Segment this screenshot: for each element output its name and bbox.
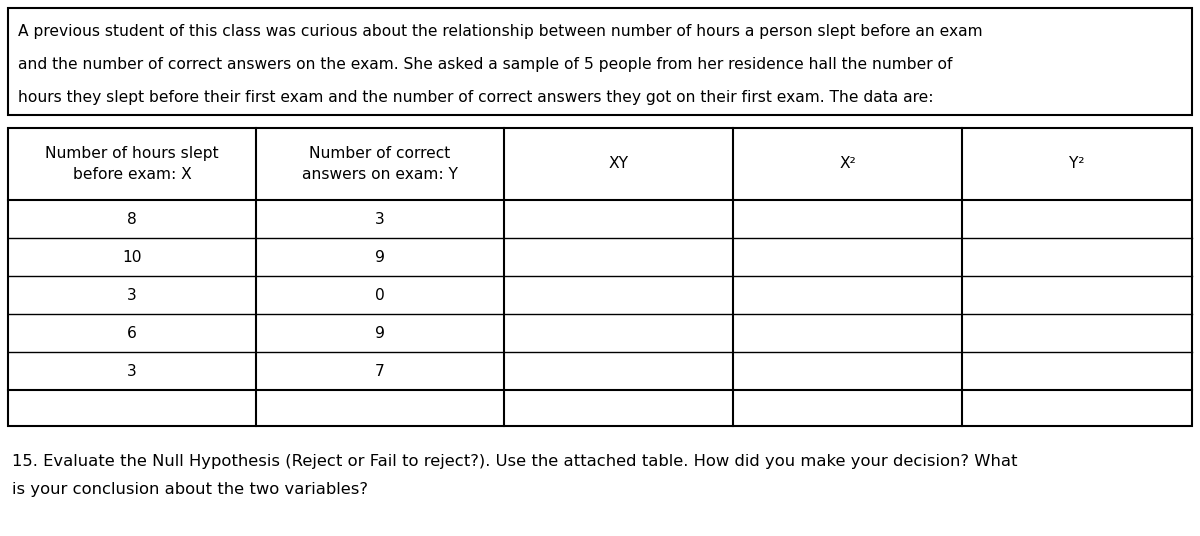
Text: XY: XY <box>608 157 629 172</box>
Text: X²: X² <box>839 157 856 172</box>
Bar <box>8 8 1192 115</box>
Text: 8: 8 <box>127 212 137 227</box>
Text: 3: 3 <box>127 363 137 378</box>
Text: Number of hours slept
before exam: X: Number of hours slept before exam: X <box>46 146 218 182</box>
Text: hours they slept before their first exam and the number of correct answers they : hours they slept before their first exam… <box>18 90 934 105</box>
Text: 0: 0 <box>376 287 385 302</box>
Text: 10: 10 <box>122 249 142 264</box>
Text: is your conclusion about the two variables?: is your conclusion about the two variabl… <box>12 482 368 497</box>
Text: and the number of correct answers on the exam. She asked a sample of 5 people fr: and the number of correct answers on the… <box>18 57 953 72</box>
Text: 9: 9 <box>374 325 385 340</box>
Text: 9: 9 <box>374 249 385 264</box>
Text: 7: 7 <box>376 363 385 378</box>
Text: Number of correct
answers on exam: Y: Number of correct answers on exam: Y <box>302 146 458 182</box>
Text: 15. Evaluate the Null Hypothesis (Reject or Fail to reject?). Use the attached t: 15. Evaluate the Null Hypothesis (Reject… <box>12 454 1018 469</box>
Text: 3: 3 <box>127 287 137 302</box>
Text: 3: 3 <box>376 212 385 227</box>
Text: A previous student of this class was curious about the relationship between numb: A previous student of this class was cur… <box>18 24 983 39</box>
Text: Y²: Y² <box>1069 157 1085 172</box>
Text: 6: 6 <box>127 325 137 340</box>
Bar <box>8 128 1192 426</box>
